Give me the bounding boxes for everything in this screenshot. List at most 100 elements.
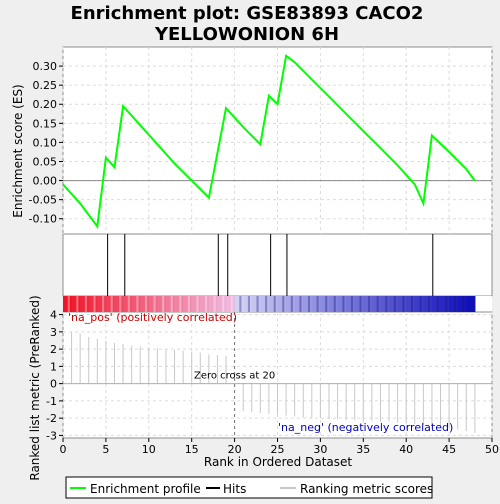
color-bar-cell-34 [354,296,364,312]
color-bar-stripe-28 [307,296,311,312]
rank-tick-label-7: 4 [50,309,57,322]
color-bar-stripe-31 [333,296,336,312]
color-bar-stripe-10 [153,296,156,312]
x-axis: 0 5 10 15 20 25 30 35 40 45 50 [60,438,499,456]
legend-box [65,476,433,499]
color-bar-stripe-19 [230,296,233,312]
x-tick-label-2: 10 [142,443,156,456]
color-bar-stripe-40 [410,296,414,312]
color-bar-stripe-43 [436,296,439,312]
color-bar-cell-9 [140,296,150,312]
x-tick-label-4: 20 [228,443,242,456]
rank-tick-label-0: -3 [46,429,57,442]
color-bar-cell-2 [80,296,90,312]
rank-tick-label-5: 2 [50,343,57,356]
color-bar-cell-12 [165,296,176,312]
color-bar-stripe-17 [213,296,216,312]
color-bar-cell-28 [303,296,313,312]
color-bar-stripe-22 [256,296,259,312]
color-bar-cell-15 [191,296,201,312]
color-bar-cell-26 [286,296,296,312]
color-bar-cell-47 [466,296,476,312]
x-tick-label-9: 45 [442,443,456,456]
color-bar-cell-46 [457,296,467,312]
color-bar-stripe-9 [144,296,148,312]
color-bar-stripe-12 [170,296,173,312]
color-bar-cell-43 [431,296,442,312]
enrichment-profile-line [62,54,476,229]
es-grid [62,47,493,234]
color-bar-stripe-36 [376,296,379,312]
color-bar-stripe-1 [76,296,79,312]
enrichment-line-group [62,54,476,229]
x-axis-title: Rank in Ordered Dataset [204,455,352,469]
color-bar-stripe-0 [67,296,70,312]
es-tick-label-1: -0.05 [29,194,57,207]
color-bar-cell-24 [268,296,279,312]
color-bar-cell-13 [174,296,184,312]
color-bar-cell-32 [337,296,347,312]
color-bar-cell-40 [406,296,416,312]
color-bar-stripe-38 [393,296,396,312]
color-bar-cell-0 [63,296,73,312]
color-bar-cell-19 [226,296,236,312]
color-bar-stripe-23 [265,296,268,312]
color-bar-stripe-15 [196,296,199,312]
color-bar-cell-36 [371,296,382,312]
zero-cross-label: Zero cross at 20 [194,371,275,382]
color-bar-cell-3 [88,296,98,312]
color-bar-stripe-5 [110,296,113,312]
neg-correlated-label: 'na_neg' (negatively correlated) [278,421,453,434]
color-bar-stripe-47 [470,296,474,312]
color-bar-stripe-20 [239,296,242,312]
x-tick-label-6: 30 [313,443,327,456]
color-bar-cell-27 [294,296,304,312]
rank-tick-label-4: 1 [50,360,57,373]
es-tick-label-3: 0.05 [33,155,58,168]
ranking-metric-bars [63,331,492,433]
color-bar-stripe-11 [162,296,165,312]
color-bar-stripe-3 [93,296,96,312]
color-bar-cell-5 [105,296,116,312]
color-bar-stripe-8 [136,296,139,312]
es-tick-label-6: 0.20 [33,98,58,111]
rank-y-axis: -3 -2 -1 0 1 2 3 4 [46,309,63,442]
color-bar-cell-17 [208,296,219,312]
rank-y-axis-title: Ranked list metric (PreRanked) [28,295,42,480]
color-bar-stripe-25 [282,296,285,312]
color-bar-stripe-4 [102,296,105,312]
legend-label-ranking: Ranking metric scores [300,482,433,496]
color-bar-stripe-35 [368,296,371,312]
es-tick-label-7: 0.25 [33,79,58,92]
color-bar-cell-33 [346,296,356,312]
color-bar-cell-29 [311,296,321,312]
color-bar-cell-6 [114,296,124,312]
color-bar-cell-21 [243,296,253,312]
color-bar-stripe-33 [350,296,354,312]
hits-panel [62,233,493,297]
color-bar-cell-25 [277,296,287,312]
color-bar-cell-10 [148,296,158,312]
color-bar-cell-8 [131,296,141,312]
x-tick-label-10: 50 [485,443,499,456]
color-bar-stripe-21 [247,296,251,312]
color-bar-cell-45 [449,296,459,312]
color-bar-cell-22 [251,296,261,312]
color-bar-stripe-41 [419,296,422,312]
color-bar-cell-31 [328,296,339,312]
legend: Enrichment profile Hits Ranking metric s… [65,476,433,499]
pos-correlated-label: 'na_pos' (positively correlated) [68,311,237,324]
es-tick-label-2: 0.00 [33,175,58,188]
color-bar-cell-39 [397,296,407,312]
color-bar-stripe-27 [299,296,302,312]
es-y-axis: -0.10 -0.05 0.00 0.05 0.10 0.15 0.20 0.25 0.30 [29,60,63,226]
color-bar-stripe-30 [325,296,328,312]
color-bar-stripe-2 [84,296,88,312]
color-bar-cell-35 [363,296,373,312]
color-bar-stripe-45 [453,296,456,312]
color-bar-cell-38 [389,296,399,312]
color-bar-stripe-7 [127,296,130,312]
color-bar-stripe-32 [342,296,345,312]
